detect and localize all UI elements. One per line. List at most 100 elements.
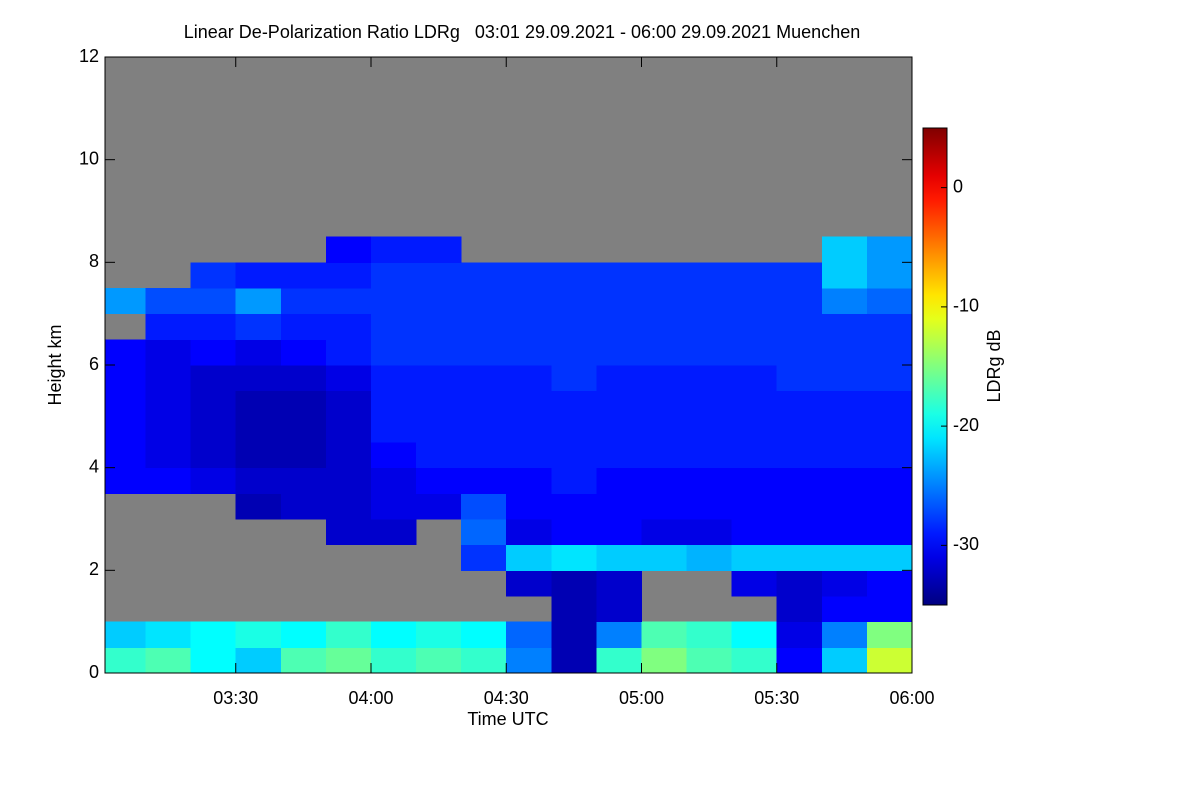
- heat-cell: [821, 288, 868, 315]
- heat-cell: [686, 544, 733, 571]
- heat-cell: [145, 313, 192, 340]
- heat-cell: [551, 621, 597, 648]
- heat-cell: [461, 442, 507, 469]
- heat-cell: [235, 442, 282, 469]
- heat-cell: [866, 236, 913, 263]
- heat-cell: [235, 621, 282, 648]
- heat-cell: [461, 467, 507, 494]
- heat-cell: [506, 442, 552, 469]
- heat-cell: [105, 365, 147, 392]
- heat-cell: [686, 467, 733, 494]
- heat-cell: [776, 647, 823, 674]
- heat-cell: [325, 262, 372, 289]
- heat-cell: [416, 262, 462, 289]
- x-tick-label: 06:00: [889, 688, 934, 708]
- heat-cell: [325, 467, 372, 494]
- heat-cell: [145, 416, 192, 443]
- heat-cell: [461, 416, 507, 443]
- heat-cell: [686, 416, 733, 443]
- heat-cell: [866, 262, 913, 289]
- heat-cell: [461, 621, 507, 648]
- heat-cell: [731, 493, 778, 520]
- heat-cell: [866, 442, 913, 469]
- heat-cell: [280, 467, 327, 494]
- heat-cell: [776, 570, 823, 597]
- heat-cell: [641, 416, 688, 443]
- heat-cell: [145, 621, 192, 648]
- heat-cell: [190, 365, 237, 392]
- heat-cell: [866, 570, 913, 597]
- heat-cell: [370, 262, 417, 289]
- heat-cell: [866, 544, 913, 571]
- heat-cell: [551, 288, 597, 315]
- heat-cell: [416, 339, 462, 366]
- heat-cell: [105, 647, 147, 674]
- heat-cell: [596, 442, 642, 469]
- heat-cell: [596, 416, 642, 443]
- heat-cell: [686, 493, 733, 520]
- heat-cell: [235, 467, 282, 494]
- x-tick-label: 03:30: [213, 688, 258, 708]
- heat-cell: [776, 365, 823, 392]
- heat-cell: [506, 288, 552, 315]
- heat-cell: [821, 339, 868, 366]
- heat-cell: [776, 288, 823, 315]
- heat-cell: [641, 519, 688, 546]
- heat-cell: [821, 467, 868, 494]
- heat-cell: [370, 442, 417, 469]
- heat-cell: [325, 621, 372, 648]
- heat-cell: [866, 416, 913, 443]
- heat-cell: [866, 365, 913, 392]
- heat-cell: [641, 365, 688, 392]
- heat-cell: [596, 390, 642, 417]
- heat-cell: [731, 262, 778, 289]
- heat-cell: [190, 313, 237, 340]
- heat-cell: [686, 339, 733, 366]
- heat-cell: [551, 262, 597, 289]
- heat-cell: [686, 262, 733, 289]
- heat-cell: [776, 596, 823, 623]
- heat-cell: [370, 390, 417, 417]
- heat-cell: [325, 365, 372, 392]
- heat-cell: [596, 339, 642, 366]
- heat-cell: [551, 647, 597, 674]
- heat-cell: [145, 467, 192, 494]
- heat-cell: [416, 236, 462, 263]
- heat-cell: [866, 339, 913, 366]
- x-tick-label: 04:30: [484, 688, 529, 708]
- heat-cell: [776, 519, 823, 546]
- heat-cell: [686, 390, 733, 417]
- heat-cell: [866, 288, 913, 315]
- colorbar-tick-label: -10: [953, 296, 979, 316]
- heat-cell: [280, 288, 327, 315]
- heat-cell: [551, 365, 597, 392]
- heat-cell: [596, 647, 642, 674]
- heat-cell: [821, 570, 868, 597]
- heat-cell: [866, 467, 913, 494]
- heat-cell: [506, 262, 552, 289]
- heat-cell: [416, 416, 462, 443]
- heat-cell: [190, 621, 237, 648]
- heat-cell: [551, 596, 597, 623]
- heat-cell: [506, 493, 552, 520]
- heat-cell: [506, 570, 552, 597]
- x-tick-label: 05:30: [754, 688, 799, 708]
- heat-cell: [370, 416, 417, 443]
- heat-cell: [506, 544, 552, 571]
- heat-cell: [416, 442, 462, 469]
- heat-cell: [866, 596, 913, 623]
- heat-cell: [105, 390, 147, 417]
- heat-cell: [235, 339, 282, 366]
- heat-cell: [596, 544, 642, 571]
- heat-cell: [776, 442, 823, 469]
- heat-cell: [145, 339, 192, 366]
- heat-cell: [506, 467, 552, 494]
- heat-cell: [325, 390, 372, 417]
- heat-cell: [821, 365, 868, 392]
- heat-cell: [235, 365, 282, 392]
- heat-cell: [416, 493, 462, 520]
- heat-cell: [731, 570, 778, 597]
- heat-cell: [190, 288, 237, 315]
- heat-cell: [461, 313, 507, 340]
- y-tick-label: 6: [89, 354, 99, 374]
